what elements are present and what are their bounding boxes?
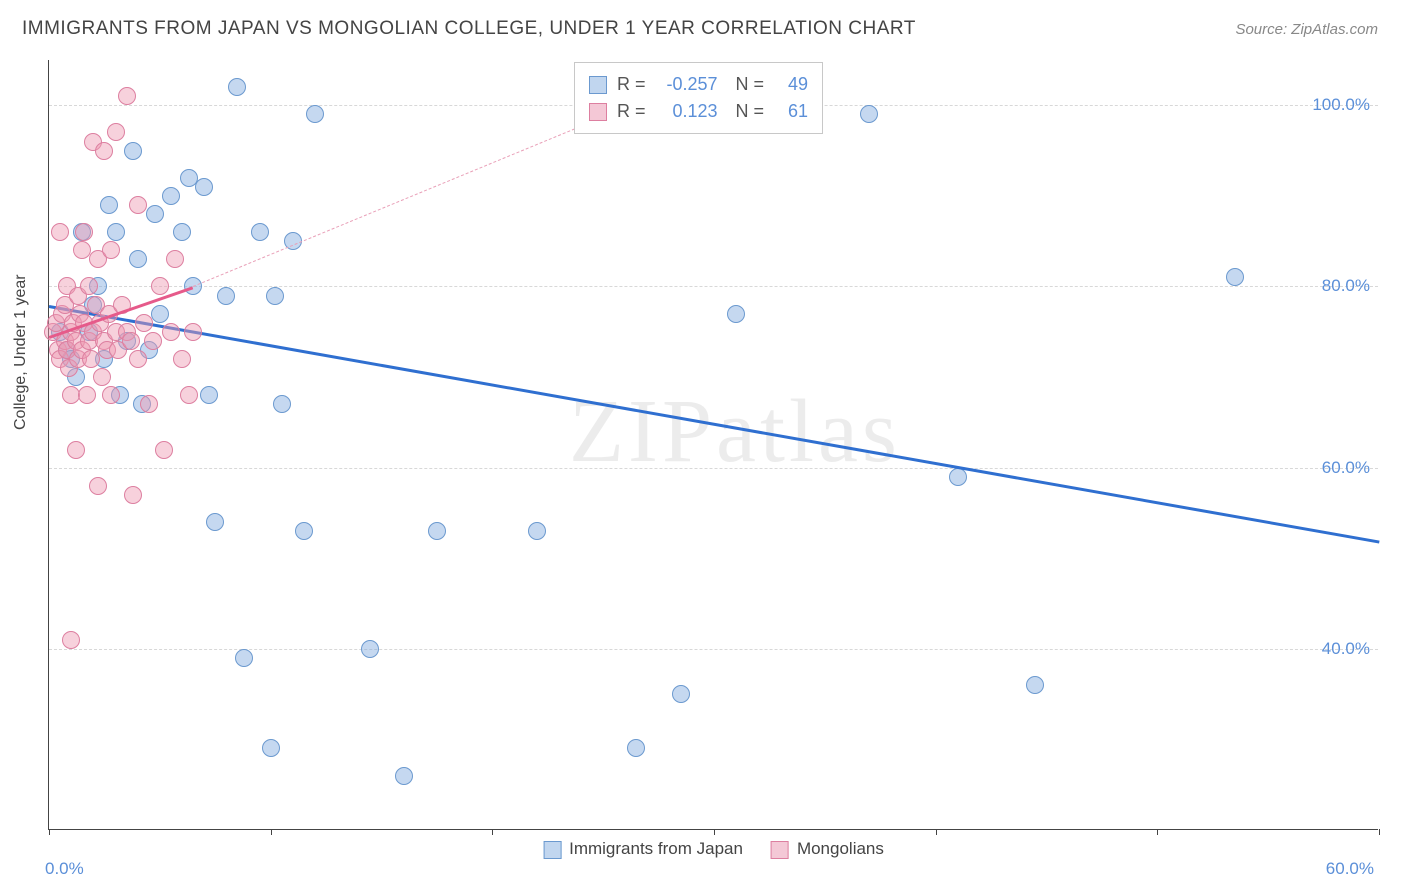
data-point xyxy=(1226,268,1244,286)
data-point xyxy=(107,223,125,241)
data-point xyxy=(67,441,85,459)
legend-label: Mongolians xyxy=(797,839,884,858)
data-point xyxy=(129,250,147,268)
data-point xyxy=(184,323,202,341)
data-point xyxy=(129,196,147,214)
data-point xyxy=(78,386,96,404)
data-point xyxy=(206,513,224,531)
data-point xyxy=(135,314,153,332)
data-point xyxy=(180,386,198,404)
data-point xyxy=(140,395,158,413)
data-point xyxy=(217,287,235,305)
data-point xyxy=(395,767,413,785)
x-tick xyxy=(271,829,272,835)
r-label: R = xyxy=(617,71,646,98)
data-point xyxy=(306,105,324,123)
data-point xyxy=(75,223,93,241)
x-max-label: 60.0% xyxy=(1326,859,1374,879)
r-label: R = xyxy=(617,98,646,125)
y-tick-label: 60.0% xyxy=(1322,458,1370,478)
data-point xyxy=(151,305,169,323)
data-point xyxy=(162,187,180,205)
data-point xyxy=(100,196,118,214)
stats-box: R = -0.257 N = 49 R = 0.123 N = 61 xyxy=(574,62,823,134)
legend-swatch xyxy=(543,841,561,859)
data-point xyxy=(235,649,253,667)
data-point xyxy=(118,87,136,105)
data-point xyxy=(295,522,313,540)
data-point xyxy=(428,522,446,540)
data-point xyxy=(144,332,162,350)
legend-item: Mongolians xyxy=(771,839,884,859)
source-label: Source: ZipAtlas.com xyxy=(1235,21,1378,38)
data-point xyxy=(228,78,246,96)
legend-swatch xyxy=(589,76,607,94)
gridline xyxy=(49,286,1378,287)
data-point xyxy=(528,522,546,540)
data-point xyxy=(860,105,878,123)
data-point xyxy=(195,178,213,196)
data-point xyxy=(672,685,690,703)
y-tick-label: 100.0% xyxy=(1312,95,1370,115)
x-tick xyxy=(492,829,493,835)
n-label: N = xyxy=(736,71,765,98)
data-point xyxy=(80,277,98,295)
data-point xyxy=(266,287,284,305)
data-point xyxy=(627,739,645,757)
n-value: 49 xyxy=(774,71,808,98)
data-point xyxy=(949,468,967,486)
data-point xyxy=(93,368,111,386)
trend-line xyxy=(49,305,1380,543)
data-point xyxy=(273,395,291,413)
r-value: 0.123 xyxy=(656,98,718,125)
data-point xyxy=(146,205,164,223)
data-point xyxy=(361,640,379,658)
data-point xyxy=(200,386,218,404)
scatter-chart: ZIPatlas 40.0%60.0%80.0%100.0%0.0%60.0% … xyxy=(48,60,1378,830)
data-point xyxy=(95,142,113,160)
data-point xyxy=(173,223,191,241)
data-point xyxy=(107,123,125,141)
x-min-label: 0.0% xyxy=(45,859,84,879)
data-point xyxy=(173,350,191,368)
x-tick xyxy=(936,829,937,835)
x-tick xyxy=(1379,829,1380,835)
data-point xyxy=(727,305,745,323)
bottom-legend: Immigrants from Japan Mongolians xyxy=(543,839,884,859)
data-point xyxy=(122,332,140,350)
stats-row: R = -0.257 N = 49 xyxy=(589,71,808,98)
gridline xyxy=(49,468,1378,469)
n-value: 61 xyxy=(774,98,808,125)
r-value: -0.257 xyxy=(656,71,718,98)
data-point xyxy=(262,739,280,757)
data-point xyxy=(1026,676,1044,694)
stats-row: R = 0.123 N = 61 xyxy=(589,98,808,125)
legend-item: Immigrants from Japan xyxy=(543,839,743,859)
y-axis-label: College, Under 1 year xyxy=(12,274,30,430)
data-point xyxy=(129,350,147,368)
legend-swatch xyxy=(771,841,789,859)
data-point xyxy=(124,142,142,160)
trend-line xyxy=(193,110,621,288)
y-tick-label: 80.0% xyxy=(1322,276,1370,296)
data-point xyxy=(51,223,69,241)
data-point xyxy=(89,477,107,495)
data-point xyxy=(124,486,142,504)
legend-swatch xyxy=(589,103,607,121)
n-label: N = xyxy=(736,98,765,125)
data-point xyxy=(166,250,184,268)
data-point xyxy=(155,441,173,459)
data-point xyxy=(102,241,120,259)
data-point xyxy=(151,277,169,295)
x-tick xyxy=(1157,829,1158,835)
x-tick xyxy=(714,829,715,835)
legend-label: Immigrants from Japan xyxy=(569,839,743,858)
data-point xyxy=(251,223,269,241)
data-point xyxy=(162,323,180,341)
data-point xyxy=(102,386,120,404)
y-tick-label: 40.0% xyxy=(1322,639,1370,659)
data-point xyxy=(62,631,80,649)
chart-title: IMMIGRANTS FROM JAPAN VS MONGOLIAN COLLE… xyxy=(22,18,916,40)
x-tick xyxy=(49,829,50,835)
